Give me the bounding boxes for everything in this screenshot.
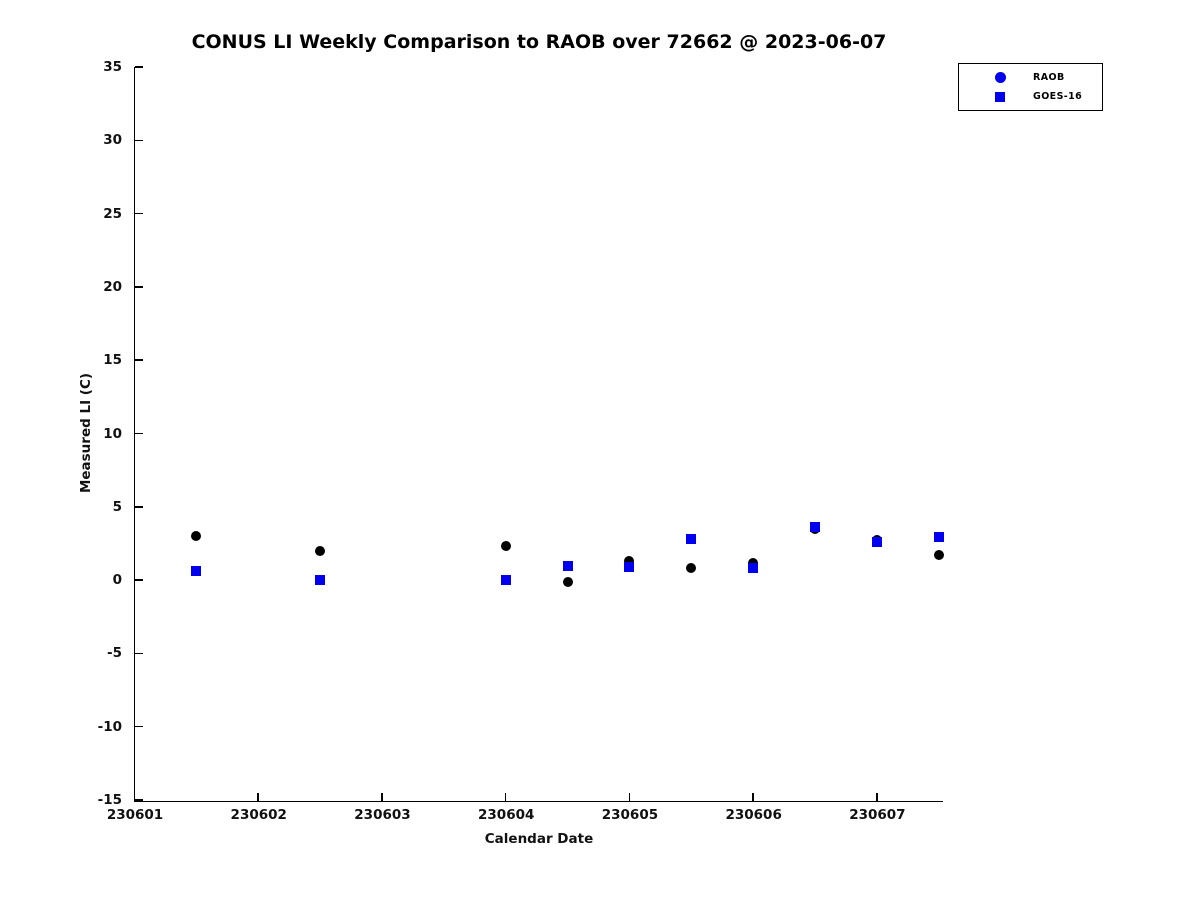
data-point-goes-16 [191,566,202,577]
y-tick-mark [134,66,143,68]
data-point-goes-16 [686,534,697,545]
data-point-goes-16 [810,522,821,533]
y-tick-mark [134,286,143,288]
y-tick-label: -15 [97,792,122,808]
data-point-raob [562,576,573,587]
data-point-raob [315,545,326,556]
x-tick-label: 230606 [725,807,782,823]
data-point-raob [686,562,697,573]
y-tick-mark [134,652,143,655]
legend: RAOB GOES-16 [958,63,1103,111]
x-tick-label: 230607 [849,807,906,823]
x-tick-mark [628,792,631,801]
y-tick-mark [134,799,143,801]
data-point-raob [933,550,944,561]
x-tick-label: 230605 [601,807,659,823]
x-tick-label: 230602 [230,807,287,823]
chart-title: CONUS LI Weekly Comparison to RAOB over … [191,31,887,53]
x-tick-label: 230604 [478,807,535,823]
x-axis-label: Calendar Date [484,831,594,847]
y-tick-mark [134,725,143,728]
data-point-goes-16 [500,575,511,586]
y-tick-label: -5 [107,645,122,662]
data-point-raob [191,531,202,542]
y-tick-mark [134,212,143,215]
y-tick-mark [134,359,143,361]
legend-label-raob: RAOB [1033,72,1065,83]
y-tick-mark [134,139,143,142]
data-point-goes-16 [871,536,882,547]
y-tick-mark [134,506,143,508]
x-tick-mark [504,792,507,801]
y-tick-label: 5 [112,498,122,515]
square-marker-icon [995,91,1005,102]
legend-label-goes-16: GOES-16 [1033,91,1083,102]
data-point-raob [624,556,635,567]
x-tick-mark [381,792,383,801]
legend-item-goes-16: GOES-16 [959,87,1102,106]
y-tick-label: 15 [103,352,122,369]
y-tick-mark [134,432,143,435]
x-tick-mark [752,792,754,801]
y-tick-label: 35 [103,59,122,75]
plot-area [133,66,944,802]
x-tick-mark [876,792,878,801]
data-point-raob [500,541,511,552]
x-tick-label: 230601 [106,807,164,823]
y-tick-label: 25 [103,205,122,222]
x-tick-mark [133,792,136,801]
legend-item-raob: RAOB [959,68,1102,87]
data-point-goes-16 [933,531,944,542]
y-tick-label: -10 [97,718,122,735]
data-point-goes-16 [624,561,635,572]
x-tick-label: 230603 [354,807,411,823]
y-tick-mark [134,579,143,581]
data-point-goes-16 [562,561,573,572]
circle-marker-icon [994,72,1006,83]
x-tick-mark [257,792,259,801]
y-tick-label: 20 [103,278,122,295]
y-tick-label: 10 [103,425,122,442]
y-tick-label: 0 [112,572,122,589]
data-point-goes-16 [315,575,326,586]
data-point-goes-16 [748,562,759,573]
y-tick-label: 30 [103,132,122,149]
